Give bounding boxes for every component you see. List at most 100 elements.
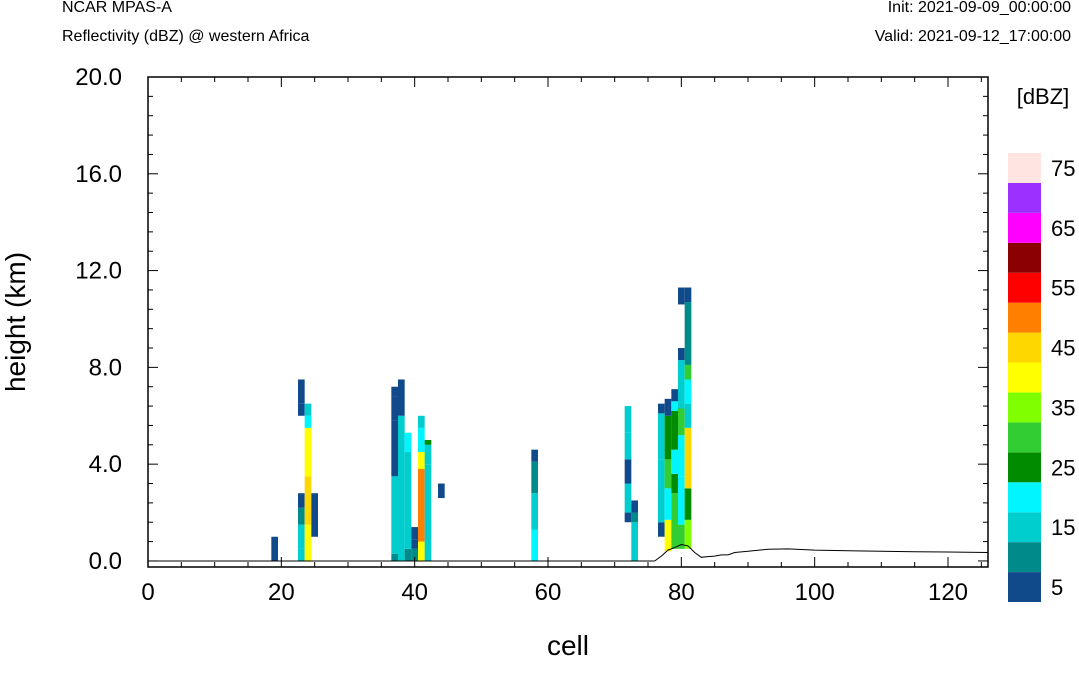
colorbar-swatch bbox=[1008, 542, 1041, 573]
reflectivity-cell bbox=[418, 427, 425, 453]
colorbar-swatch bbox=[1008, 422, 1041, 453]
colorbar-swatch bbox=[1008, 332, 1041, 363]
reflectivity-cell bbox=[304, 427, 312, 477]
y-tick-label: 12.0 bbox=[75, 258, 122, 285]
x-tick-label: 120 bbox=[928, 579, 968, 606]
y-tick-label: 16.0 bbox=[75, 161, 122, 188]
model-title: NCAR MPAS-A bbox=[62, 0, 172, 16]
reflectivity-cell bbox=[411, 539, 418, 549]
reflectivity-cell bbox=[298, 493, 305, 508]
reflectivity-cell bbox=[624, 483, 632, 513]
reflectivity-cell bbox=[678, 435, 685, 477]
colorbar-label: 55 bbox=[1051, 276, 1075, 301]
reflectivity-cell bbox=[391, 396, 398, 421]
reflectivity-cell bbox=[404, 432, 412, 453]
reflectivity-cell bbox=[678, 287, 685, 305]
y-tick-label: 8.0 bbox=[89, 354, 122, 381]
colorbar-swatch bbox=[1008, 392, 1041, 423]
colorbar-swatch bbox=[1008, 512, 1041, 543]
reflectivity-cell bbox=[678, 524, 685, 549]
reflectivity-cell bbox=[304, 403, 312, 416]
reflectivity-cell bbox=[304, 524, 312, 561]
reflectivity-cell bbox=[304, 415, 312, 428]
reflectivity-cell bbox=[391, 469, 398, 477]
x-tick-label: 60 bbox=[535, 579, 562, 606]
plot-frame bbox=[147, 76, 989, 568]
reflectivity-cell bbox=[624, 512, 632, 523]
y-axis-label: height (km) bbox=[0, 252, 31, 392]
init-time: Init: 2021-09-09_00:00:00 bbox=[887, 0, 1071, 16]
reflectivity-cell bbox=[411, 527, 418, 540]
reflectivity-cell bbox=[678, 348, 685, 361]
colorbar-label: 5 bbox=[1051, 575, 1063, 600]
x-tick-label: 40 bbox=[401, 579, 428, 606]
reflectivity-cell bbox=[684, 379, 692, 404]
reflectivity-cell bbox=[664, 398, 672, 416]
colorbar-swatch bbox=[1008, 153, 1041, 183]
reflectivity-cell bbox=[304, 493, 312, 525]
reflectivity-cell bbox=[398, 415, 405, 440]
reflectivity-cell bbox=[404, 452, 412, 549]
reflectivity-cell bbox=[298, 379, 305, 404]
reflectivity-cell bbox=[531, 461, 538, 494]
reflectivity-cell bbox=[531, 493, 538, 530]
reflectivity-cell bbox=[418, 541, 425, 561]
reflectivity-cell bbox=[531, 529, 538, 561]
reflectivity-cell bbox=[404, 548, 412, 561]
reflectivity-cell bbox=[658, 413, 665, 460]
reflectivity-cell bbox=[684, 364, 692, 380]
reflectivity-cell bbox=[684, 287, 692, 303]
reflectivity-cell bbox=[411, 548, 418, 561]
reflectivity-cell bbox=[658, 459, 665, 523]
colorbar: 5 15 25 35 45 55 65 75 [dBZ] bbox=[1008, 84, 1075, 602]
reflectivity-cell bbox=[678, 408, 685, 436]
reflectivity-cell bbox=[631, 522, 638, 561]
reflectivity-cell bbox=[664, 488, 672, 520]
colorbar-swatch bbox=[1008, 362, 1041, 393]
reflectivity-cell bbox=[424, 464, 432, 561]
reflectivity-cell bbox=[624, 459, 632, 484]
reflectivity-cell bbox=[424, 444, 432, 465]
reflectivity-cell bbox=[671, 449, 678, 474]
colorbar-swatch bbox=[1008, 572, 1041, 602]
x-tick-label: 80 bbox=[668, 579, 695, 606]
reflectivity-cell bbox=[391, 420, 398, 469]
colorbar-label: 45 bbox=[1051, 336, 1075, 361]
colorbar-unit: [dBZ] bbox=[1017, 84, 1070, 109]
colorbar-swatch bbox=[1008, 452, 1041, 483]
terrain bbox=[148, 543, 989, 562]
x-tick-label: 100 bbox=[795, 579, 835, 606]
reflectivity-cell bbox=[684, 488, 692, 520]
colorbar-label: 25 bbox=[1051, 455, 1075, 480]
reflectivity-cell bbox=[311, 493, 318, 537]
reflectivity-cell bbox=[438, 483, 445, 499]
reflectivity-cell bbox=[684, 427, 692, 489]
reflectivity-cell bbox=[658, 522, 665, 537]
reflectivity-cell bbox=[271, 536, 278, 561]
x-tick-label: 0 bbox=[141, 579, 154, 606]
reflectivity-cell bbox=[391, 553, 398, 561]
reflectivity-cell bbox=[664, 519, 672, 552]
reflectivity-cell bbox=[664, 459, 672, 489]
field-title: Reflectivity (dBZ) @ western Africa bbox=[62, 28, 310, 45]
colorbar-swatch bbox=[1008, 272, 1041, 303]
reflectivity-cell bbox=[684, 519, 692, 549]
reflectivity-cell bbox=[624, 432, 632, 460]
reflectivity-cell bbox=[418, 415, 425, 428]
reflectivity-cell bbox=[684, 403, 692, 428]
y-tick-label: 0.0 bbox=[89, 548, 122, 575]
colorbar-label: 15 bbox=[1051, 515, 1075, 540]
reflectivity-cell bbox=[671, 389, 678, 402]
reflectivity-cell bbox=[684, 302, 692, 365]
x-tick-label: 20 bbox=[268, 579, 295, 606]
valid-time: Valid: 2021-09-12_17:00:00 bbox=[874, 28, 1071, 45]
reflectivity-cell bbox=[298, 507, 305, 525]
reflectivity-cell bbox=[398, 439, 405, 561]
reflectivity-cell bbox=[298, 524, 305, 549]
reflectivity-cell bbox=[658, 403, 665, 414]
x-axis-label: cell bbox=[547, 630, 589, 661]
colorbar-swatch bbox=[1008, 482, 1041, 513]
reflectivity-cell bbox=[624, 406, 632, 433]
reflectivity-cell bbox=[531, 449, 538, 462]
